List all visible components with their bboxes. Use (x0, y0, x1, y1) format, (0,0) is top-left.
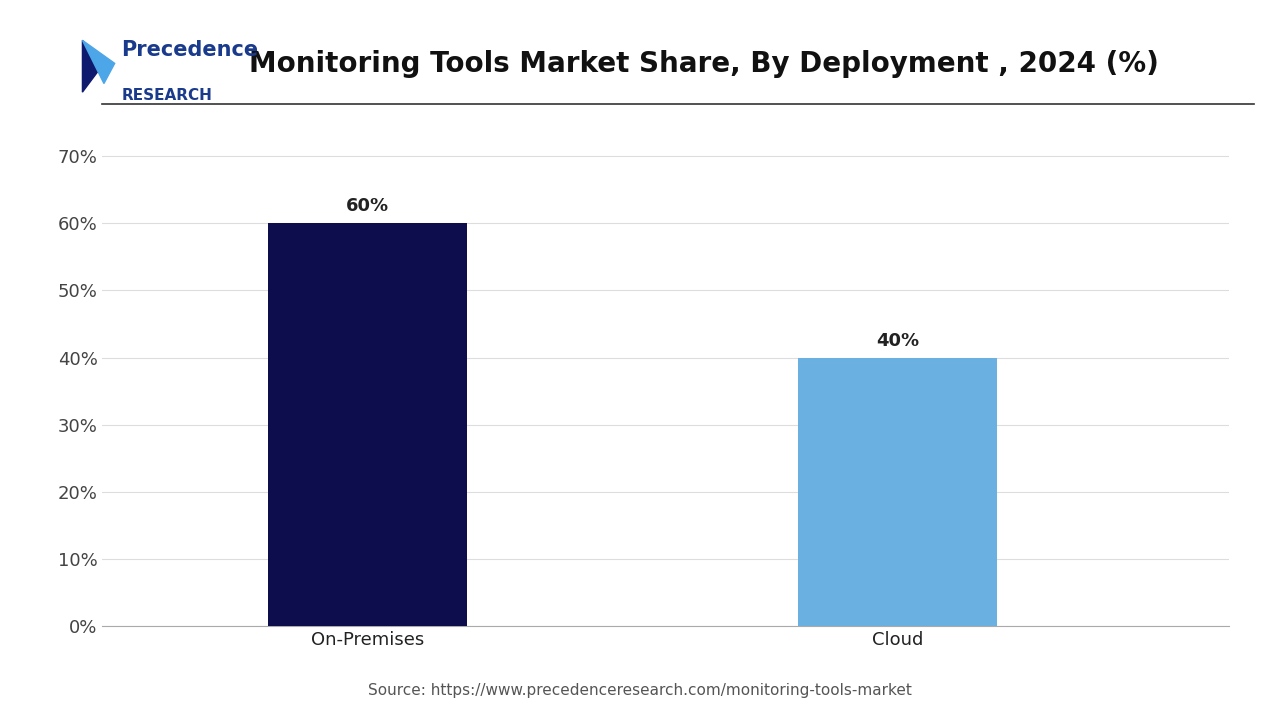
Text: 40%: 40% (876, 331, 919, 349)
Bar (268, 223, 467, 626)
Text: Source: https://www.precedenceresearch.com/monitoring-tools-market: Source: https://www.precedenceresearch.c… (369, 683, 911, 698)
Text: Monitoring Tools Market Share, By Deployment , 2024 (%): Monitoring Tools Market Share, By Deploy… (250, 50, 1158, 78)
Text: RESEARCH: RESEARCH (122, 88, 212, 103)
Polygon shape (82, 40, 115, 84)
Text: Precedence: Precedence (122, 40, 259, 60)
Text: 60%: 60% (346, 197, 389, 215)
Polygon shape (82, 40, 104, 92)
Bar (799, 358, 997, 626)
